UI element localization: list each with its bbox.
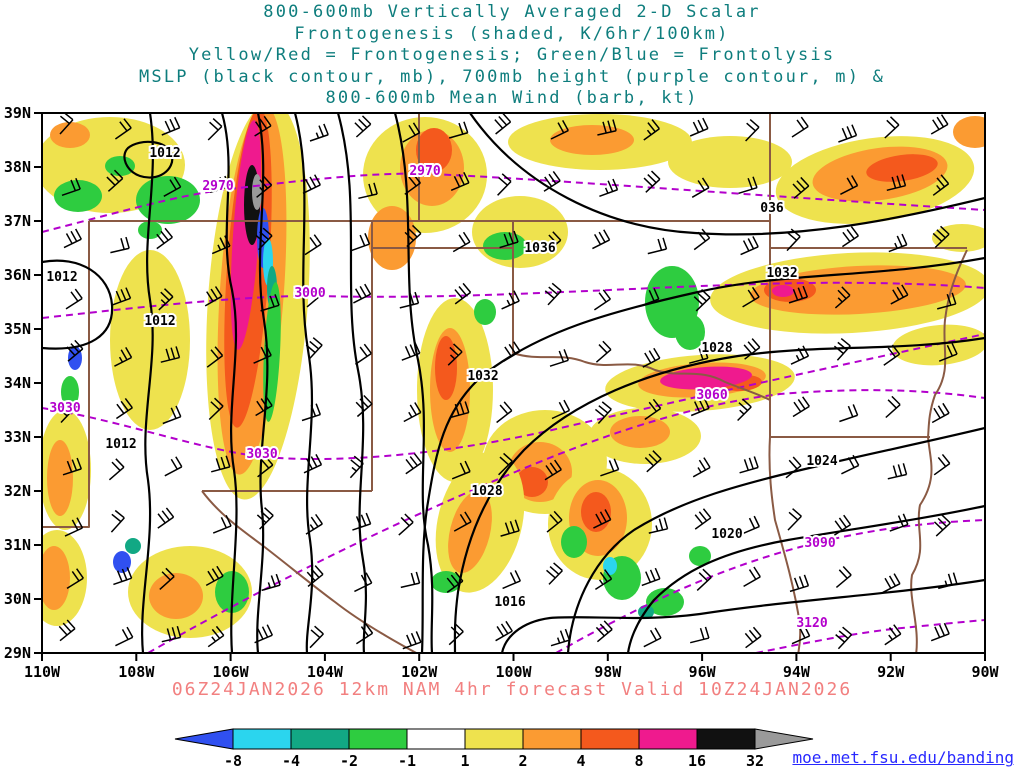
svg-text:37N: 37N [4,212,31,230]
svg-text:34N: 34N [4,374,31,392]
chart-title-line: 800-600mb Mean Wind (barb, kt) [325,88,699,108]
chart-title-line: Frontogenesis (shaded, K/6hr/100km) [294,23,730,44]
svg-text:2970: 2970 [409,164,440,179]
svg-text:1012: 1012 [46,270,77,285]
svg-text:1012: 1012 [105,437,136,452]
svg-text:1024: 1024 [806,454,837,469]
svg-text:110W: 110W [24,663,61,681]
svg-text:1012: 1012 [144,314,175,329]
svg-text:4: 4 [576,752,585,768]
svg-text:2970: 2970 [202,179,233,194]
height-contours [42,172,985,653]
svg-text:39N: 39N [4,104,31,122]
svg-text:32N: 32N [4,482,31,500]
svg-text:35N: 35N [4,320,31,338]
svg-text:36N: 36N [4,266,31,284]
svg-text:31N: 31N [4,536,31,554]
svg-text:1028: 1028 [701,341,732,356]
svg-text:1016: 1016 [494,595,525,610]
svg-text:90W: 90W [971,663,999,681]
svg-text:8: 8 [634,752,643,768]
svg-text:1012: 1012 [149,146,180,161]
svg-text:96W: 96W [689,663,717,681]
forecast-caption: 06Z24JAN2026 12km NAM 4hr forecast Valid… [171,679,853,700]
svg-text:92W: 92W [877,663,905,681]
svg-text:108W: 108W [118,663,155,681]
svg-text:106W: 106W [213,663,250,681]
mslp-contours [42,113,985,653]
state-borders [42,113,968,653]
chart-title: 800-600mb Vertically Averaged 2-D Scalar… [0,2,1024,110]
chart-title-line: MSLP (black contour, mb), 700mb height (… [138,66,886,87]
svg-text:3030: 3030 [49,401,80,416]
svg-text:3030: 3030 [246,447,277,462]
svg-text:100W: 100W [495,663,532,681]
svg-text:1036: 1036 [524,241,555,256]
chart-title-line: Yellow/Red = Frontogenesis; Green/Blue =… [188,45,836,65]
svg-text:3090: 3090 [804,536,835,551]
svg-text:30N: 30N [4,590,31,608]
svg-text:3120: 3120 [796,616,827,631]
svg-text:16: 16 [688,752,706,768]
svg-text:3060: 3060 [696,388,727,403]
svg-text:1032: 1032 [766,266,797,281]
svg-text:-4: -4 [282,752,300,768]
svg-text:-2: -2 [340,752,358,768]
frontogenesis-shading [42,113,985,638]
svg-text:1020: 1020 [711,527,742,542]
svg-text:1: 1 [460,752,469,768]
wind-barbs [58,113,958,650]
svg-text:32: 32 [746,752,764,768]
svg-text:94W: 94W [783,663,811,681]
chart-title-line: 800-600mb Vertically Averaged 2-D Scalar [263,2,761,22]
svg-text:104W: 104W [307,663,344,681]
svg-text:29N: 29N [4,644,31,662]
contour-labels: 1012 1012 1012 1012 1036 036 1032 1032 1028 1028 1… [44,144,839,633]
svg-text:98W: 98W [594,663,622,681]
svg-text:3000: 3000 [294,286,325,301]
svg-text:1032: 1032 [467,369,498,384]
svg-text:38N: 38N [4,158,31,176]
site-link[interactable]: moe.met.fsu.edu/banding [792,748,1014,767]
svg-text:-8: -8 [224,752,242,768]
colorbar: -8 -4 -2 -1 1 2 4 8 16 32 [174,728,814,768]
svg-text:-1: -1 [398,752,416,768]
svg-text:102W: 102W [401,663,438,681]
svg-text:33N: 33N [4,428,31,446]
svg-text:2: 2 [518,752,527,768]
svg-text:1028: 1028 [471,484,502,499]
svg-text:036: 036 [760,201,784,216]
